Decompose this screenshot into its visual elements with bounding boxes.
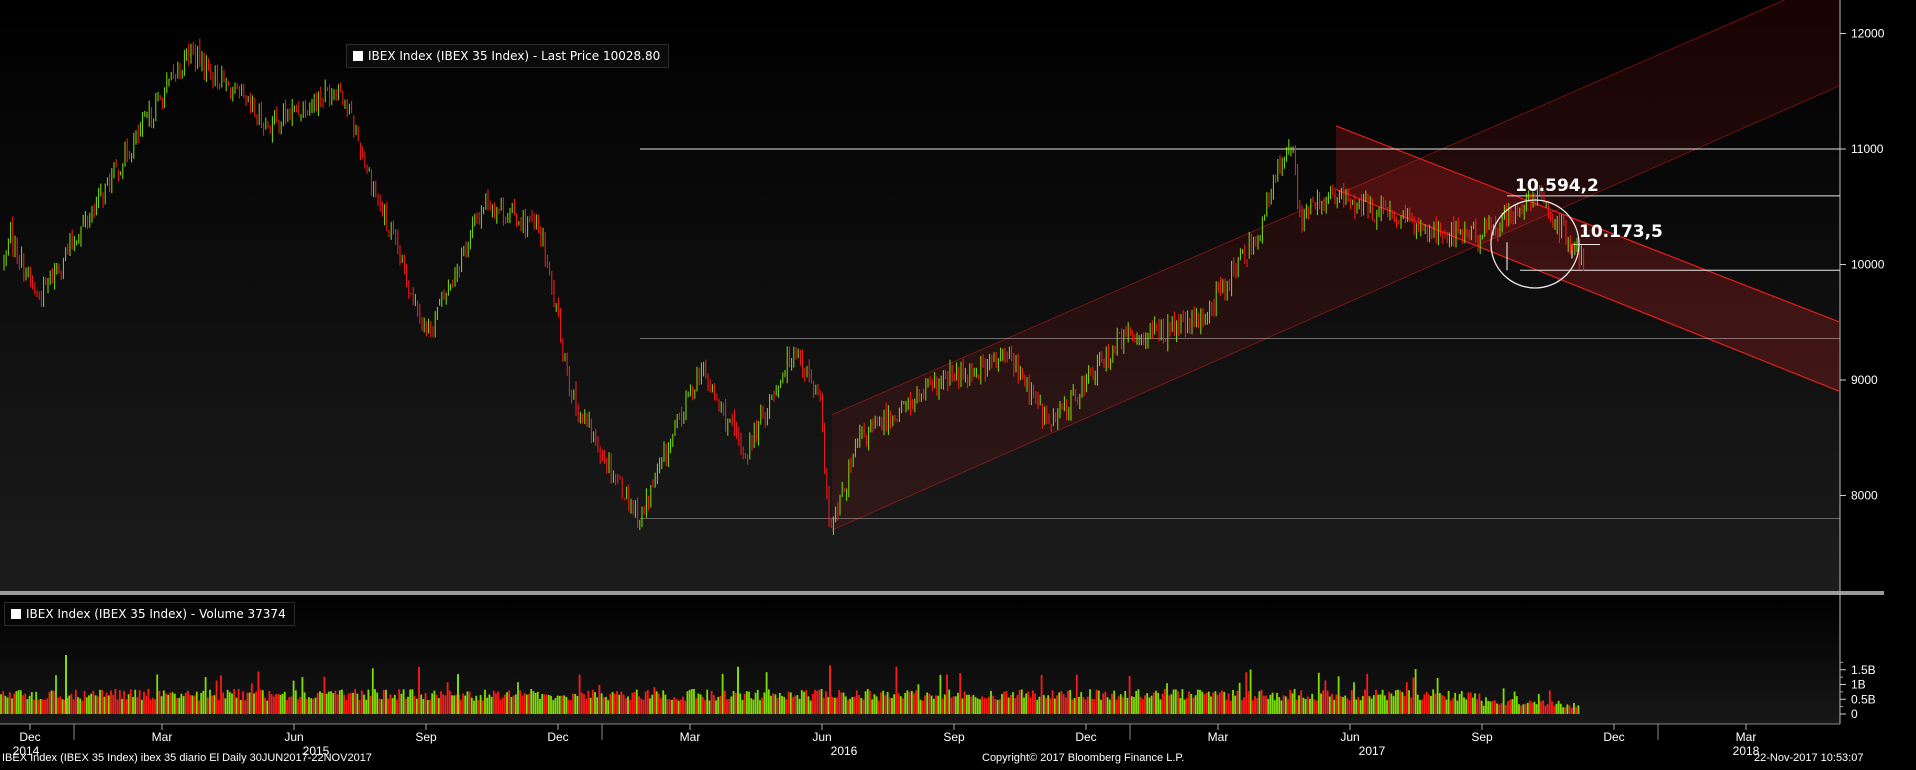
x-year-label: 2015	[303, 744, 330, 758]
x-month-label: Sep	[943, 730, 965, 744]
y-tick-label: 9000	[1851, 373, 1878, 387]
volume-y-tick-label: 0	[1851, 707, 1858, 721]
x-month-label: Jun	[1340, 730, 1359, 744]
footer-timestamp: 22-Nov-2017 10:53:07	[1754, 752, 1864, 764]
volume-legend-value: 37374	[247, 607, 286, 621]
x-month-label: Mar	[1208, 730, 1229, 744]
volume-y-tick-label: 0.5B	[1851, 692, 1876, 706]
footer-left: IBEX Index (IBEX 35 Index) ibex 35 diari…	[2, 752, 372, 764]
panel-divider	[0, 591, 1884, 595]
x-year-label: 2018	[1733, 744, 1760, 758]
annotations: 10.594,2 10.173,5	[1490, 176, 1663, 289]
trend-channels	[831, 0, 1841, 531]
x-year-label: 2017	[1359, 744, 1386, 758]
highlight-circle	[1490, 199, 1580, 289]
price-legend-label: IBEX Index (IBEX 35 Index) - Last Price	[368, 49, 600, 63]
x-month-label: Mar	[152, 730, 173, 744]
price-candles	[3, 38, 1585, 535]
y-tick-label: 11000	[1851, 142, 1884, 156]
annotation-current: 10.173,5	[1579, 222, 1663, 242]
y-tick-label: 10000	[1851, 258, 1885, 272]
volume-y-tick-label: 1B	[1851, 678, 1866, 692]
up-channel-lower	[831, 85, 1841, 531]
down-channel-upper	[1335, 125, 1841, 323]
annotation-high: 10.594,2	[1515, 176, 1599, 196]
volume-bars	[0, 655, 1580, 714]
price-panel-bg	[0, 0, 1840, 592]
up-channel-upper	[831, 0, 1786, 415]
legend-swatch	[11, 609, 21, 619]
volume-legend-label: IBEX Index (IBEX 35 Index) - Volume	[26, 607, 244, 621]
x-month-label: Dec	[547, 730, 568, 744]
legend-swatch	[353, 51, 363, 61]
x-month-label: Jun	[284, 730, 303, 744]
price-legend: IBEX Index (IBEX 35 Index) - Last Price …	[346, 44, 670, 68]
y-tick-label: 12000	[1851, 27, 1885, 41]
down-channel-fill	[1336, 125, 1840, 392]
footer-copyright: Copyright© 2017 Bloomberg Finance L.P.	[982, 752, 1185, 764]
up-channel-fill	[832, 0, 1840, 531]
x-month-label: Dec	[1075, 730, 1096, 744]
x-month-label: Sep	[415, 730, 437, 744]
x-year-label: 2014	[13, 744, 40, 758]
y-tick-label: 8000	[1851, 489, 1878, 503]
volume-legend: IBEX Index (IBEX 35 Index) - Volume 3737…	[4, 602, 295, 626]
x-month-label: Sep	[1471, 730, 1493, 744]
x-month-label: Mar	[1736, 730, 1757, 744]
x-year-label: 2016	[831, 744, 858, 758]
x-month-label: Mar	[680, 730, 701, 744]
support-resistance-levels	[640, 148, 1840, 519]
volume-y-tick-label: 1.5B	[1851, 663, 1876, 677]
x-month-label: Jun	[812, 730, 831, 744]
x-month-label: Dec	[19, 730, 40, 744]
price-legend-value: 10028.80	[602, 49, 661, 63]
x-month-label: Dec	[1603, 730, 1624, 744]
down-channel-lower	[1335, 188, 1841, 393]
x-axis: Dec Mar Jun Sep Dec Mar Jun Sep Dec Mar Jun Sep Dec M…	[13, 724, 1760, 758]
